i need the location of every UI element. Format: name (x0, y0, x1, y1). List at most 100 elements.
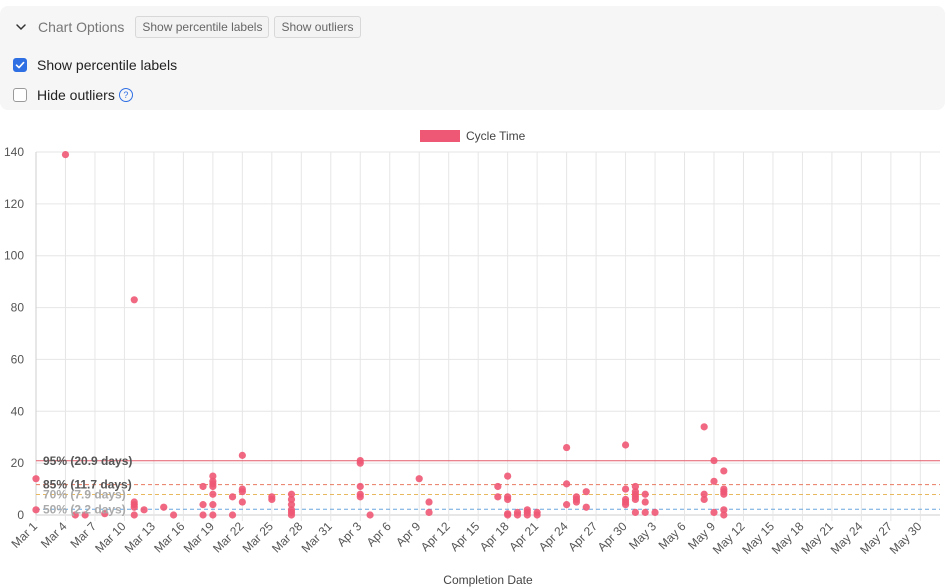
data-point (356, 482, 364, 491)
data-point (287, 490, 296, 498)
x-tick-label: Mar 1 (9, 519, 41, 551)
data-point (700, 495, 708, 504)
data-point (209, 482, 217, 491)
x-tick-label: Apr 18 (477, 519, 512, 554)
data-point (287, 501, 296, 509)
data-point (32, 475, 40, 483)
data-point (700, 490, 708, 498)
data-point (504, 495, 512, 504)
data-point (631, 508, 639, 517)
data-point (287, 511, 296, 519)
data-point (228, 511, 237, 519)
x-tick-label: Mar 22 (210, 519, 247, 556)
show-percentile-labels-checkbox[interactable] (13, 58, 27, 72)
data-point (582, 503, 590, 511)
pill-show-percentile-labels[interactable]: Show percentile labels (135, 16, 270, 38)
x-tick-label: May 3 (626, 519, 659, 552)
data-point (366, 511, 374, 519)
data-point (621, 485, 630, 493)
legend-label: Cycle Time (466, 129, 526, 143)
x-tick-label: Mar 13 (122, 519, 159, 556)
data-point (268, 495, 276, 504)
data-point (641, 508, 649, 517)
y-tick-label: 60 (11, 352, 25, 366)
data-point (504, 472, 512, 480)
data-point (425, 508, 433, 517)
y-tick-label: 140 (4, 145, 24, 159)
data-point (720, 467, 728, 475)
data-point (199, 511, 207, 519)
y-tick-label: 40 (11, 404, 25, 418)
data-point (425, 498, 433, 506)
data-point (130, 511, 138, 519)
data-point (228, 493, 237, 501)
hide-outliers-row: Hide outliers ? (13, 87, 133, 103)
data-point (710, 456, 718, 465)
data-point (494, 493, 502, 501)
chevron-down-icon[interactable] (14, 20, 28, 34)
hide-outliers-checkbox[interactable] (13, 88, 27, 102)
percentile-label: 95% (20.9 days) (43, 454, 132, 468)
data-point (101, 510, 109, 518)
data-point (209, 472, 217, 480)
x-tick-label: May 15 (739, 519, 777, 557)
data-point (572, 493, 581, 501)
data-point (209, 511, 217, 519)
x-tick-label: May 18 (769, 519, 807, 557)
data-point (720, 490, 728, 498)
data-point (81, 511, 89, 519)
data-point (238, 498, 246, 506)
data-point (71, 511, 79, 519)
x-tick-label: Mar 4 (38, 519, 70, 551)
help-icon[interactable]: ? (118, 88, 133, 102)
data-point (621, 441, 630, 449)
x-tick-label: Mar 10 (92, 519, 129, 556)
data-point (631, 482, 639, 491)
data-point (199, 501, 207, 509)
data-point (631, 495, 639, 504)
y-tick-label: 0 (17, 508, 24, 522)
x-tick-label: May 12 (710, 519, 748, 557)
data-point (710, 477, 718, 485)
data-point (621, 501, 630, 509)
y-tick-label: 80 (11, 301, 25, 315)
data-point (720, 511, 728, 519)
data-point (563, 480, 571, 488)
data-point (700, 423, 708, 431)
data-point (720, 506, 728, 514)
data-point (563, 501, 571, 509)
data-point (710, 508, 718, 517)
x-tick-label: Apr 24 (536, 519, 571, 554)
data-point (356, 493, 364, 501)
data-point (415, 475, 423, 483)
data-point (513, 511, 522, 519)
y-tick-label: 120 (4, 197, 24, 211)
x-tick-label: May 21 (798, 519, 836, 557)
x-tick-label: Apr 12 (418, 519, 453, 554)
data-point (140, 506, 148, 514)
data-point (209, 501, 217, 509)
chart-options-header[interactable]: Chart Options Show percentile labels Sho… (14, 16, 361, 38)
data-point (641, 498, 649, 506)
percentile-label: 50% (2.2 days) (43, 502, 126, 516)
x-tick-label: May 6 (656, 519, 689, 552)
x-tick-label: Apr 15 (447, 519, 482, 554)
data-point (238, 451, 246, 459)
data-point (32, 506, 40, 514)
data-point (494, 482, 502, 491)
chart-options-title: Chart Options (38, 19, 125, 35)
x-tick-label: May 24 (828, 519, 866, 557)
data-point (356, 459, 364, 467)
x-tick-label: Mar 28 (269, 519, 306, 556)
y-tick-label: 20 (11, 456, 25, 470)
data-point (563, 443, 571, 452)
pill-show-outliers[interactable]: Show outliers (274, 16, 361, 38)
data-point (130, 503, 138, 511)
chart-options-panel: Chart Options Show percentile labels Sho… (0, 6, 945, 110)
show-percentile-labels-row: Show percentile labels (13, 57, 177, 73)
x-tick-label: Mar 19 (181, 519, 218, 556)
data-point (582, 488, 590, 496)
check-icon (15, 61, 25, 69)
y-tick-label: 100 (4, 249, 24, 263)
